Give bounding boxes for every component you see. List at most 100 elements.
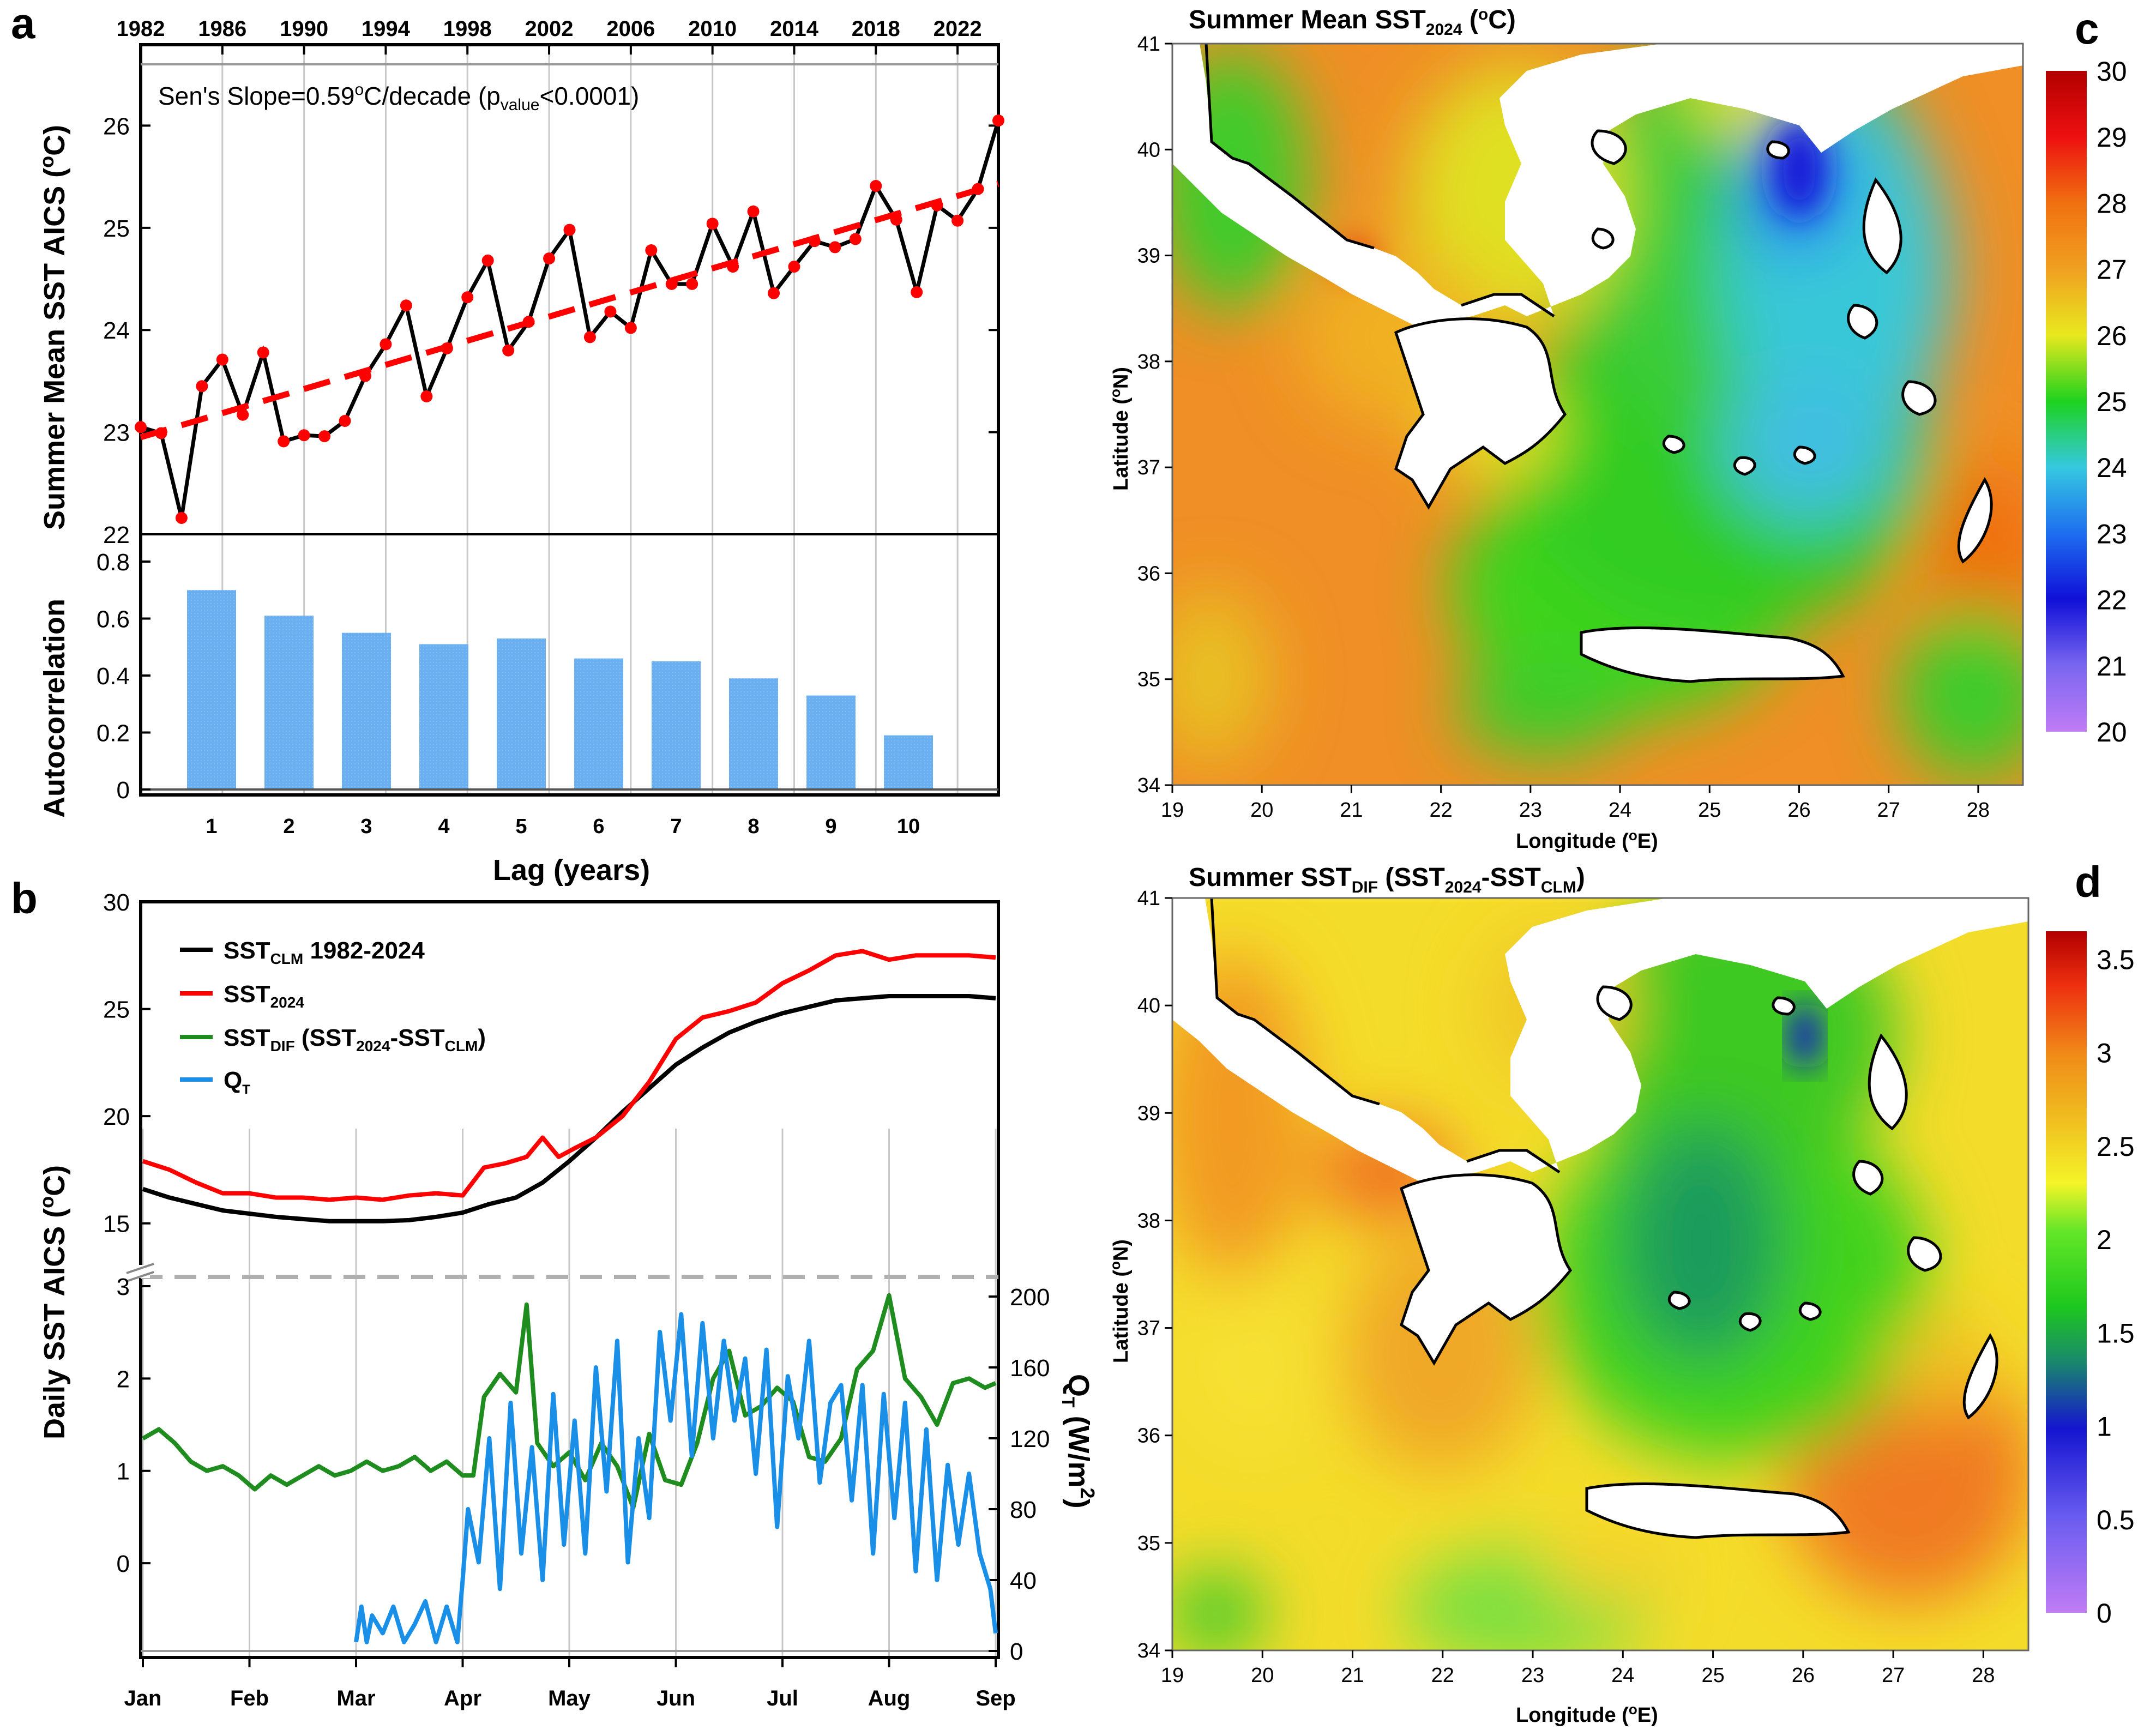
map-c-lon-tick-label: 25 (1698, 799, 1721, 822)
top-axis-tick-label: 1982 (117, 17, 165, 41)
map-c-lat-tick-label: 41 (1137, 33, 1160, 56)
upper-y-tick-label: 20 (103, 1104, 130, 1130)
daily-series (141, 949, 998, 1644)
sens-slope-annotation: Sen's Slope=0.59oC/decade (pvalue<0.0001… (158, 81, 639, 114)
map-d-lon-tick-label: 25 (1701, 1664, 1724, 1687)
sst-series (135, 114, 1004, 525)
panel-a: 1982 1986 1990 1994 1998 2002 2006 2010 2014 2018… (35, 17, 1004, 887)
month-tick-label: Jun (657, 1686, 695, 1710)
map-d-lon-tick-label: 26 (1792, 1664, 1815, 1687)
autocorr-bar (574, 658, 623, 789)
map-c-lat-tick-label: 37 (1137, 456, 1160, 479)
map-d-title: Summer SSTDIF (SST2024-SSTCLM) (1189, 863, 1585, 896)
map-c-lon-tick-label: 26 (1787, 799, 1810, 822)
autocorr-bar (806, 695, 856, 789)
colorbar-d-tick-label: 0.5 (2097, 1505, 2135, 1535)
map-d-lat-tick-label: 36 (1137, 1425, 1160, 1448)
upper-y-tick-label: 25 (103, 997, 130, 1023)
colorbar-c-tick-label: 29 (2097, 122, 2127, 153)
sst-dif-line (141, 1293, 997, 1510)
sst-annual-point (135, 421, 147, 433)
colorbar-d-tick-label: 2 (2097, 1225, 2112, 1255)
panel-b-ticks: Jan Feb Mar Apr May Jun Jul Aug Sep 15 20 25 30 3 2 1 0 2… (103, 889, 1050, 1710)
colorbar-c (2046, 71, 2087, 732)
y-label-autocorrelation: Autocorrelation (38, 599, 71, 818)
map-d-lat-tick-label: 34 (1137, 1639, 1160, 1662)
axis-break-mark-2 (126, 1271, 154, 1282)
sst-annual-point (972, 183, 984, 195)
colorbar-c-tick-label: 30 (2097, 56, 2127, 87)
top-axis-tick-label: 2014 (770, 17, 819, 41)
month-tick-label: Aug (868, 1686, 911, 1710)
autocorr-bar (264, 616, 314, 789)
sst-annual-point (237, 408, 249, 421)
lag-tick-label: 8 (748, 815, 759, 838)
legend-dif: SSTDIF (SST2024-SSTCLM) (224, 1024, 486, 1054)
sst-annual-point (420, 390, 433, 403)
sst-annual-point (992, 114, 1004, 127)
upper-y-tick-label: 30 (103, 889, 130, 916)
lag-tick-label: 1 (206, 815, 217, 838)
autocorr-bar (187, 590, 236, 789)
right-y-tick-label: 160 (1010, 1355, 1050, 1382)
colorbar-c-tick-label: 27 (2097, 255, 2127, 285)
map-c-frame (1171, 43, 2024, 786)
sst-annual-point (481, 254, 494, 267)
panel-a-frame (139, 43, 1000, 797)
sst-annual-point (441, 342, 453, 354)
lag-tick-label: 5 (515, 815, 527, 838)
y-tick-label: 23 (103, 420, 130, 447)
map-c-lat-tick-label: 35 (1137, 668, 1160, 691)
top-axis-tick-label: 1998 (443, 17, 492, 41)
map-d-xlabel: Longitude (oE) (1516, 1701, 1658, 1727)
sst-annual-point (196, 380, 208, 393)
autocorr-tick-label: 0.8 (97, 549, 130, 576)
sst-annual-point (686, 278, 698, 290)
top-axis-ticks: 1982 1986 1990 1994 1998 2002 2006 2010 2014 2018… (117, 17, 982, 55)
panel-b-grid (142, 1129, 997, 1657)
lag-tick-label: 4 (438, 815, 449, 838)
colorbar-d-tick-label: 2.5 (2097, 1131, 2135, 1162)
month-tick-label: Apr (444, 1686, 481, 1710)
map-d-lon-tick-label: 22 (1431, 1664, 1454, 1687)
colorbar-c-tick-label: 28 (2097, 188, 2127, 219)
map-c-lon-tick-label: 28 (1967, 799, 1990, 822)
sst-annual-point (563, 224, 576, 236)
left-axis-ticks-a: 22 23 24 25 26 (103, 113, 998, 548)
month-tick-label: Sep (975, 1686, 1015, 1710)
month-tick-label: May (548, 1686, 591, 1710)
y-tick-label: 22 (103, 522, 130, 548)
autocorr-bar (497, 638, 546, 789)
legend-2024: SST2024 (224, 981, 304, 1011)
right-y-tick-label: 80 (1010, 1497, 1037, 1523)
month-tick-label: Jul (767, 1686, 798, 1710)
top-axis-tick-label: 1994 (362, 17, 411, 41)
sst-annual-point (298, 429, 310, 442)
top-axis-tick-label: 2010 (688, 17, 737, 41)
top-axis-tick-label: 2002 (525, 17, 574, 41)
panel-letter-c: c (2075, 4, 2099, 53)
map-c-lat-tick-label: 36 (1137, 562, 1160, 585)
colorbar-d-tick-label: 0 (2097, 1598, 2112, 1629)
colorbar-c-tick-label: 26 (2097, 321, 2127, 351)
autocorr-bar (729, 678, 778, 789)
colorbar-d-tick-label: 3 (2097, 1038, 2112, 1069)
map-c-lon-tick-label: 23 (1519, 799, 1542, 822)
panel-letter-a: a (11, 0, 35, 47)
y-label-summer-mean: Summer Mean SST AICS (oC) (35, 125, 71, 530)
map-d-lat-tick-label: 40 (1137, 994, 1160, 1017)
sst-annual-point (747, 205, 760, 218)
x-label-lag: Lag (years) (493, 854, 650, 887)
colorbar-c-tick-label: 21 (2097, 651, 2127, 682)
map-c-xlabel: Longitude (oE) (1516, 827, 1658, 853)
map-c-ticks: 19 20 21 22 23 24 25 26 27 28 34 35 36 37 38 39 40 41 (1137, 33, 1990, 822)
map-c-lon-tick-label: 22 (1429, 799, 1452, 822)
map-d-frame (1171, 897, 2029, 1651)
sst-annual-point (175, 512, 188, 525)
sst-annual-point (624, 322, 637, 334)
top-axis-tick-label: 2022 (934, 17, 982, 41)
map-d-lat-tick-label: 41 (1137, 887, 1160, 910)
month-tick-label: Feb (230, 1686, 269, 1710)
sst-annual-point (849, 233, 862, 245)
y-tick-label: 24 (103, 317, 130, 344)
